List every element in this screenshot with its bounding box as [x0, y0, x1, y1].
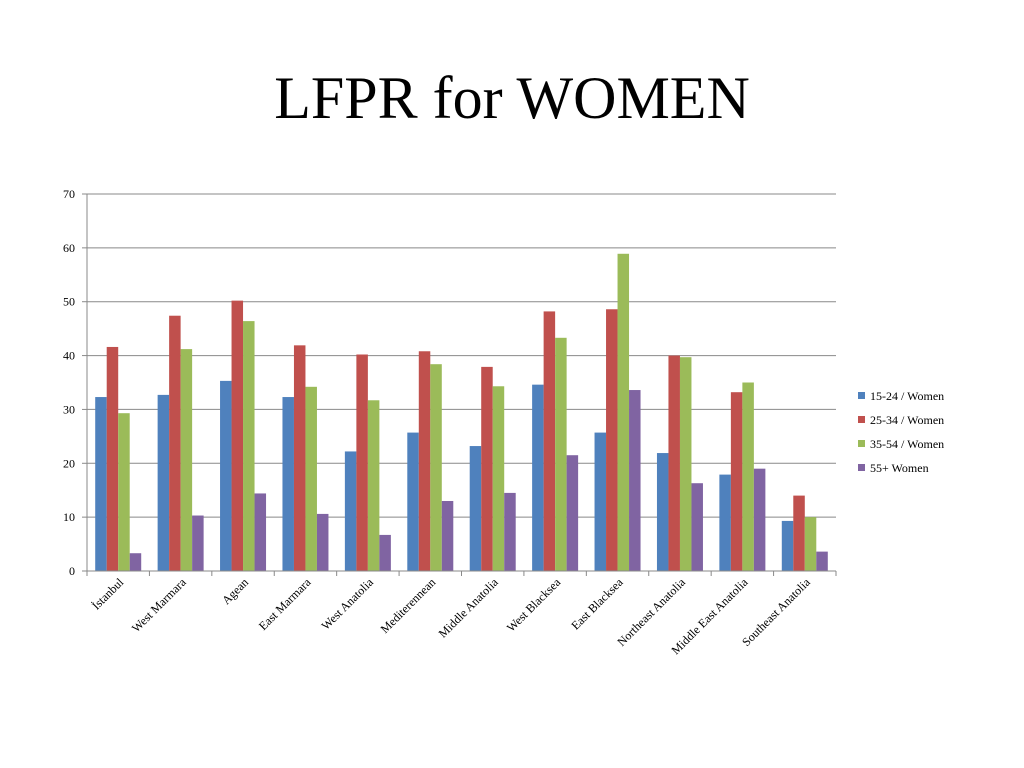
bar — [555, 337, 567, 571]
legend-label: 55+ Women — [870, 461, 929, 475]
bar — [753, 468, 766, 571]
bar — [668, 355, 680, 571]
y-tick-label: 50 — [63, 295, 75, 309]
x-tick-label: Mediterennean — [378, 575, 439, 636]
legend-swatch — [858, 464, 865, 471]
bar — [169, 315, 181, 571]
bar — [367, 400, 380, 571]
bar — [532, 384, 544, 571]
bar — [118, 413, 130, 571]
x-tick-label: West Blacksea — [504, 575, 564, 635]
legend: 15-24 / Women 25-34 / Women 35-54 / Women 5… — [858, 389, 944, 475]
y-tick-label: 20 — [63, 456, 75, 470]
bar — [356, 354, 368, 571]
bar — [691, 483, 703, 571]
bar — [804, 517, 817, 571]
legend-label: 25-34 / Women — [870, 413, 944, 427]
bar — [606, 309, 618, 571]
bar — [231, 300, 244, 571]
bar — [180, 349, 193, 571]
legend-label: 35-54 / Women — [870, 437, 944, 451]
bar — [492, 386, 505, 571]
bars — [95, 253, 828, 571]
bar — [730, 392, 743, 571]
slide-title: LFPR for WOMEN — [274, 65, 750, 131]
bar — [481, 366, 493, 571]
bar — [106, 346, 119, 571]
bar — [679, 357, 692, 571]
bar — [220, 380, 232, 571]
bar — [129, 553, 142, 571]
bar — [793, 495, 805, 571]
bar — [95, 397, 107, 571]
bar — [305, 386, 317, 571]
bar — [293, 345, 306, 571]
gridlines — [87, 193, 836, 518]
bar — [566, 455, 579, 571]
bar — [254, 493, 267, 571]
legend-label: 15-24 / Women — [870, 389, 944, 403]
legend-swatch — [858, 392, 865, 399]
y-tick-label: 30 — [63, 402, 75, 416]
bar — [430, 364, 442, 571]
bar — [407, 432, 419, 571]
bar — [418, 351, 431, 571]
legend-swatch — [858, 416, 865, 423]
bar — [504, 492, 516, 571]
bar — [543, 311, 556, 571]
x-tick-label: East Blacksea — [568, 575, 626, 633]
y-tick-label: 70 — [63, 187, 75, 201]
bar — [594, 432, 607, 571]
bar — [719, 474, 731, 571]
x-tick-label: Southeast Anatolia — [739, 575, 813, 649]
bar — [742, 382, 754, 571]
bar — [192, 515, 204, 571]
bar — [617, 253, 630, 571]
bar — [816, 551, 828, 571]
y-tick-label: 10 — [63, 510, 75, 524]
bar — [316, 513, 329, 571]
bar — [157, 394, 170, 571]
x-tick-label: Agean — [219, 575, 251, 607]
bar — [282, 397, 294, 571]
bar — [441, 500, 454, 571]
x-tick-label: East Marmara — [256, 575, 314, 633]
y-tick-label: 40 — [63, 349, 75, 363]
x-tick-label: Middle Anatolia — [436, 575, 502, 641]
bar — [629, 390, 641, 571]
bar — [379, 534, 391, 571]
x-tick-label: West Marmara — [129, 575, 189, 635]
y-tick-label: 60 — [63, 241, 75, 255]
legend-swatch — [858, 440, 865, 447]
bar — [243, 321, 255, 571]
y-tick-label: 0 — [69, 564, 75, 578]
bar — [344, 451, 357, 571]
bar — [656, 453, 669, 571]
bar — [781, 520, 794, 571]
bar — [469, 446, 482, 571]
x-tick-label: İstanbul — [89, 575, 127, 613]
x-tick-label: West Anatolia — [318, 575, 376, 633]
